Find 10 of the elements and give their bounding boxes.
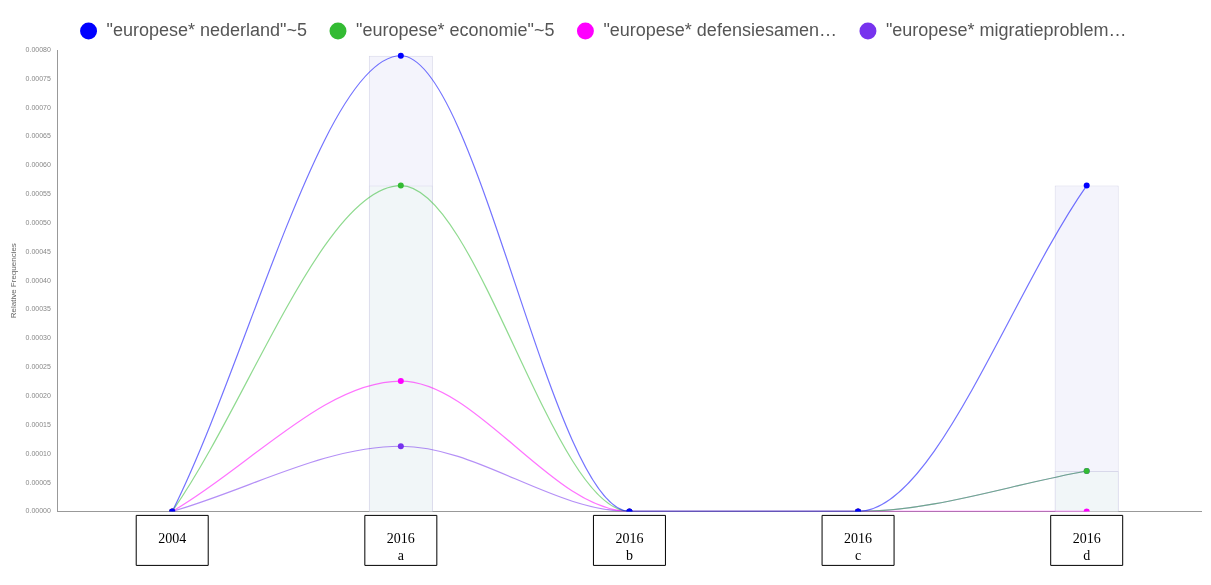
x-tick-label: 2016 a xyxy=(386,531,415,564)
x-tick-label: 2016 b xyxy=(615,531,644,564)
legend-label: "europese* defensiesamen… xyxy=(603,19,837,40)
legend-label: "europese* economie"~5 xyxy=(355,19,555,40)
x-tick-label: 2016 c xyxy=(844,531,873,564)
x-tick-label: 2016 d xyxy=(1072,531,1101,564)
x-tick-label: 2004 xyxy=(158,531,187,547)
y-axis-title: Relative Frequencies xyxy=(9,243,18,319)
legend-label: "europese* nederland"~5 xyxy=(106,19,307,40)
legend-label: "europese* migratieproblem… xyxy=(885,19,1127,40)
